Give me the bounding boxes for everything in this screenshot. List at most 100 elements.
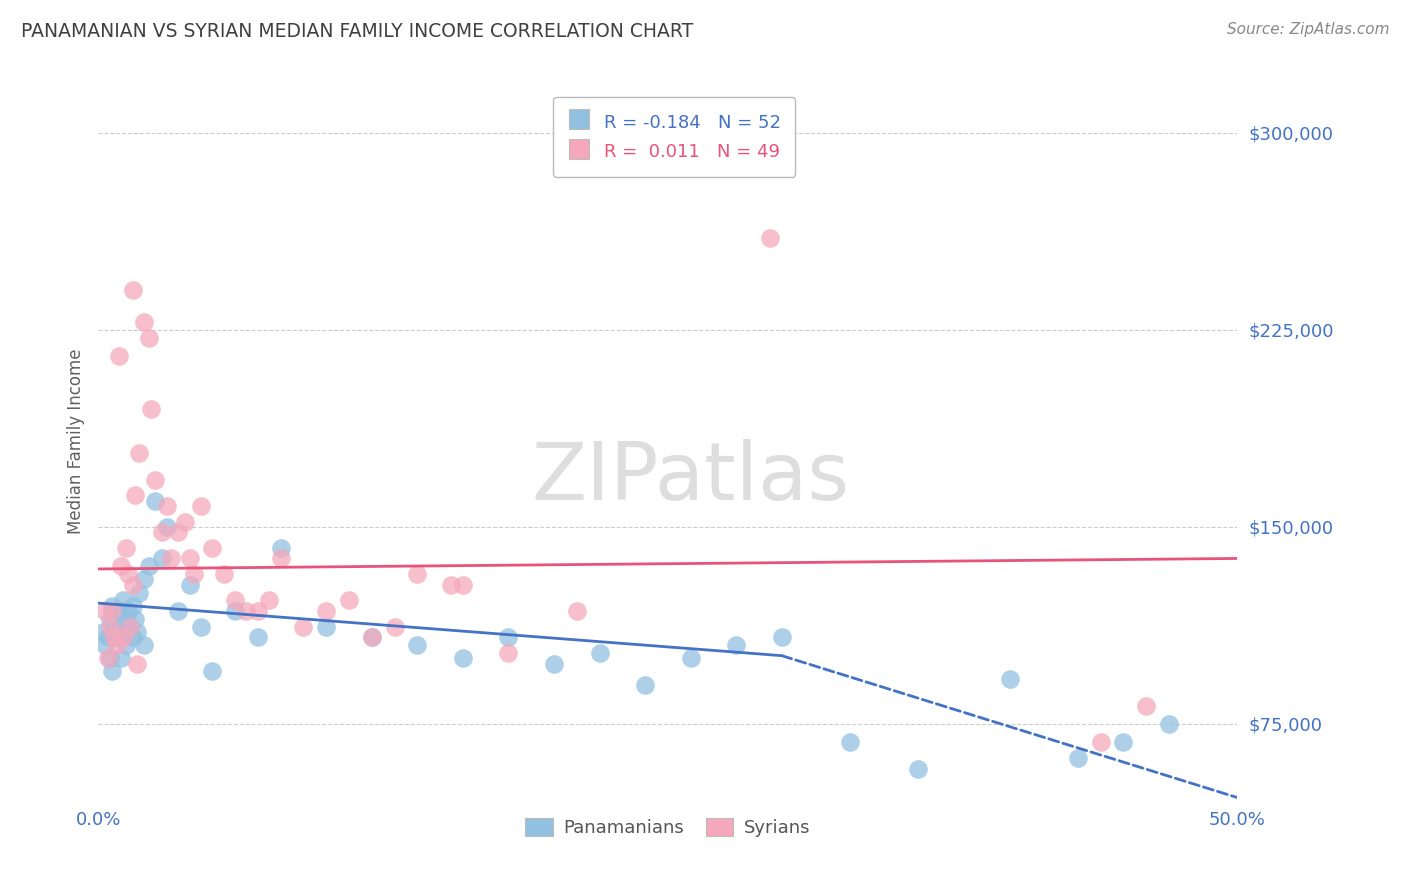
Text: ZIPatlas: ZIPatlas <box>531 439 849 516</box>
Point <box>179 551 201 566</box>
Point <box>101 604 124 618</box>
Point <box>120 620 142 634</box>
Point <box>190 620 212 634</box>
Point <box>679 651 702 665</box>
Point <box>110 604 132 618</box>
Point <box>101 599 124 613</box>
Point <box>201 665 224 679</box>
Point <box>138 559 160 574</box>
Point <box>224 604 246 618</box>
Point <box>120 620 142 634</box>
Point <box>167 604 190 618</box>
Point <box>998 673 1021 687</box>
Point <box>103 625 125 640</box>
Point <box>105 638 128 652</box>
Point <box>246 604 269 618</box>
Point <box>759 231 782 245</box>
Point <box>543 657 565 671</box>
Point <box>124 612 146 626</box>
Point <box>270 551 292 566</box>
Point <box>259 593 281 607</box>
Point <box>246 630 269 644</box>
Point <box>451 651 474 665</box>
Point <box>406 638 429 652</box>
Point <box>138 331 160 345</box>
Point <box>212 567 235 582</box>
Point <box>94 638 117 652</box>
Point <box>315 604 337 618</box>
Point <box>907 762 929 776</box>
Point <box>498 630 520 644</box>
Point <box>156 499 179 513</box>
Point <box>839 735 862 749</box>
Point <box>127 625 149 640</box>
Point <box>121 284 143 298</box>
Point <box>1067 751 1090 765</box>
Point <box>235 604 257 618</box>
Point <box>406 567 429 582</box>
Point <box>114 638 136 652</box>
Point <box>201 541 224 555</box>
Point <box>108 620 131 634</box>
Point <box>101 665 124 679</box>
Point <box>588 646 610 660</box>
Point <box>1112 735 1135 749</box>
Point <box>139 401 162 416</box>
Point <box>103 630 125 644</box>
Point <box>110 559 132 574</box>
Point <box>179 578 201 592</box>
Point <box>96 630 118 644</box>
Point <box>190 499 212 513</box>
Point <box>114 612 136 626</box>
Point <box>91 625 114 640</box>
Point <box>183 567 205 582</box>
Point <box>121 630 143 644</box>
Point <box>224 593 246 607</box>
Point <box>132 573 155 587</box>
Point <box>98 612 121 626</box>
Point <box>145 493 167 508</box>
Legend: Panamanians, Syrians: Panamanians, Syrians <box>519 811 817 845</box>
Point <box>498 646 520 660</box>
Point <box>634 677 657 691</box>
Point <box>132 315 155 329</box>
Point <box>98 651 121 665</box>
Point <box>145 473 167 487</box>
Point <box>440 578 463 592</box>
Point <box>174 515 197 529</box>
Point <box>384 620 406 634</box>
Point <box>1090 735 1112 749</box>
Point <box>770 630 793 644</box>
Y-axis label: Median Family Income: Median Family Income <box>66 349 84 534</box>
Text: PANAMANIAN VS SYRIAN MEDIAN FAMILY INCOME CORRELATION CHART: PANAMANIAN VS SYRIAN MEDIAN FAMILY INCOM… <box>21 22 693 41</box>
Point <box>725 638 748 652</box>
Point <box>150 551 173 566</box>
Point <box>1135 698 1157 713</box>
Point <box>160 551 183 566</box>
Point <box>270 541 292 555</box>
Point <box>360 630 382 644</box>
Point <box>360 630 382 644</box>
Point <box>167 525 190 540</box>
Point <box>114 541 136 555</box>
Point <box>112 630 135 644</box>
Point <box>156 520 179 534</box>
Point <box>108 349 131 363</box>
Point <box>121 599 143 613</box>
Point <box>117 567 139 582</box>
Point <box>292 620 315 634</box>
Point <box>451 578 474 592</box>
Point <box>1157 717 1180 731</box>
Point <box>337 593 360 607</box>
Point <box>150 525 173 540</box>
Point <box>132 638 155 652</box>
Point <box>98 620 121 634</box>
Point <box>105 630 128 644</box>
Point <box>96 651 118 665</box>
Point <box>117 604 139 618</box>
Point <box>315 620 337 634</box>
Text: Source: ZipAtlas.com: Source: ZipAtlas.com <box>1226 22 1389 37</box>
Point <box>128 446 150 460</box>
Point <box>112 593 135 607</box>
Point <box>124 488 146 502</box>
